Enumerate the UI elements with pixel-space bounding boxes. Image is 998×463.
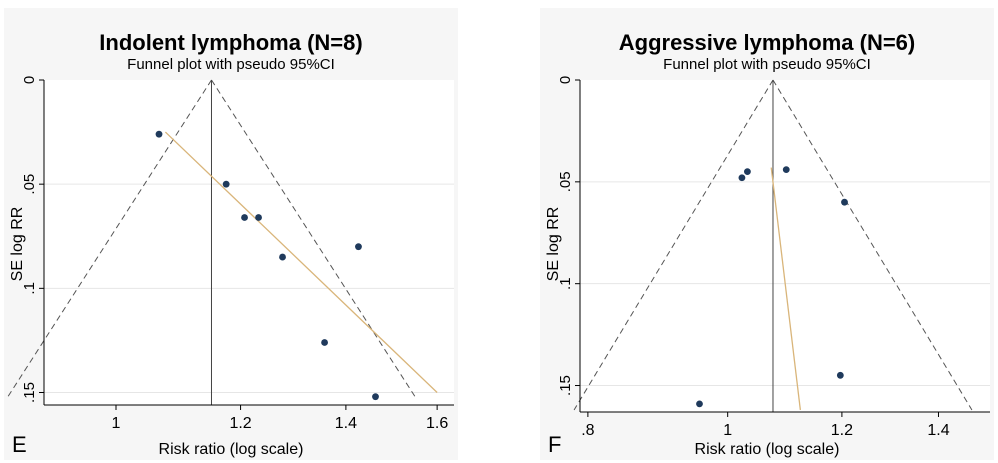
x-tick-label: 1.6 (426, 415, 448, 432)
data-point (372, 393, 379, 401)
panel-label: F (548, 432, 562, 457)
plot-background (44, 80, 454, 405)
data-point (355, 243, 362, 251)
chart-title: Aggressive lymphoma (N=6) (618, 30, 916, 55)
chart-subtitle: Funnel plot with pseudo 95%CI (127, 56, 335, 73)
plot-background (580, 80, 990, 412)
funnel-plot-indolent: Indolent lymphoma (N=8) Funnel plot with… (4, 8, 458, 460)
plot-area: 0 .05 .1 .15 .8 1 1.2 1.4 (557, 76, 990, 439)
data-point (279, 253, 286, 261)
x-tick-label: 1.2 (831, 422, 853, 439)
y-tick-label: 0 (21, 76, 38, 84)
x-tick-label: 1.4 (927, 422, 949, 439)
plot-area: 0 .05 .1 .15 1 1.2 1.4 1.6 (7, 76, 454, 432)
data-point (782, 166, 790, 174)
data-point (841, 198, 848, 206)
x-tick-label: 1.4 (335, 415, 357, 432)
funnel-right-boundary (211, 79, 416, 397)
y-axis-label: SE log RR (9, 206, 26, 282)
data-point (738, 174, 746, 182)
y-tick-label: .05 (557, 171, 574, 192)
data-point (321, 339, 328, 346)
panel-label: E (12, 432, 27, 457)
regression-line (164, 131, 438, 393)
y-tick-label: .1 (21, 282, 38, 295)
y-tick-label: 0 (557, 76, 574, 84)
data-point (696, 400, 703, 408)
x-tick-label: 1 (723, 422, 732, 439)
chart-subtitle: Funnel plot with pseudo 95%CI (663, 56, 871, 73)
x-tick-label: 1.2 (229, 415, 251, 432)
y-tick-label: .15 (21, 382, 38, 403)
x-axis-label: Risk ratio (log scale) (694, 441, 840, 458)
funnel-left-boundary (573, 79, 774, 411)
chart-title: Indolent lymphoma (N=8) (99, 30, 363, 55)
funnel-left-boundary (7, 79, 212, 397)
data-point (836, 371, 844, 379)
y-axis-label: SE log RR (545, 206, 562, 282)
x-tick-label: 1 (112, 415, 121, 432)
data-point (744, 168, 751, 176)
data-point (255, 214, 262, 221)
x-axis-label: Risk ratio (log scale) (158, 441, 304, 458)
data-point (222, 180, 230, 188)
data-point (155, 130, 163, 138)
funnel-plot-aggressive: Aggressive lymphoma (N=6) Funnel plot wi… (540, 8, 994, 460)
regression-line (770, 167, 802, 411)
x-tick-label: .8 (581, 422, 594, 439)
data-point (241, 214, 248, 221)
y-tick-label: .05 (21, 174, 38, 195)
y-tick-label: .1 (557, 277, 574, 290)
y-tick-label: .15 (557, 375, 574, 396)
funnel-right-boundary (772, 79, 973, 411)
